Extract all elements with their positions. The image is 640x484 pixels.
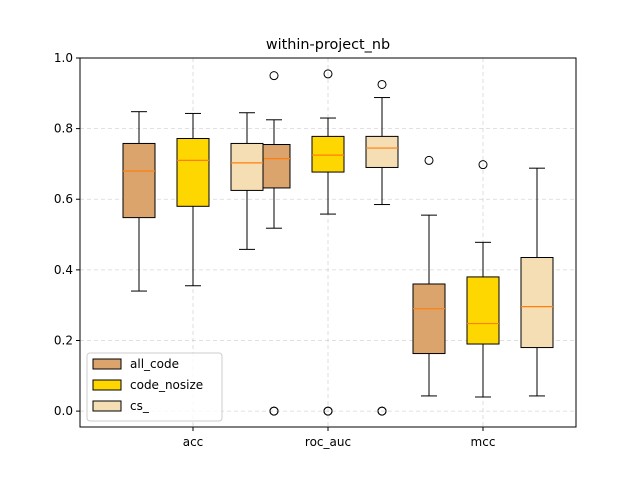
y-tick-label: 0.6 — [54, 192, 73, 206]
axes: 0.0 0.2 0.4 0.6 0.8 1.0 acc roc_auc mcc — [54, 51, 496, 449]
outlier-point — [478, 160, 488, 170]
box-code_nosize-roc_auc — [311, 69, 345, 416]
y-tick-label: 0.2 — [54, 333, 73, 347]
legend-label-all_code: all_code — [130, 357, 179, 371]
box-body — [412, 283, 446, 355]
box-cs_-roc_auc — [365, 79, 399, 416]
x-tick-label: acc — [183, 435, 204, 449]
box-all_code-acc — [122, 111, 156, 292]
box-body — [230, 142, 264, 191]
box-code_nosize-acc — [176, 112, 210, 287]
x-tick-label: mcc — [471, 435, 496, 449]
outlier-point — [323, 69, 333, 79]
legend-label-cs_: cs_ — [130, 399, 150, 413]
legend-swatch-all_code — [92, 358, 122, 370]
box-body — [365, 135, 399, 168]
box-code_nosize-mcc — [466, 160, 500, 398]
box-body — [122, 142, 156, 219]
box-body — [176, 138, 210, 207]
chart-title: within-project_nb — [266, 37, 390, 53]
outlier-point — [269, 406, 279, 416]
legend: all_code code_nosize cs_ — [86, 352, 223, 422]
box-series — [122, 69, 554, 416]
legend-swatch-code_nosize — [92, 379, 122, 391]
outlier-point — [424, 155, 434, 165]
box-body — [311, 135, 345, 173]
box-body — [466, 276, 500, 345]
outlier-point — [323, 406, 333, 416]
outlier-point — [377, 79, 387, 89]
y-tick-label: 0.4 — [54, 263, 73, 277]
y-tick-label: 0.0 — [54, 404, 73, 418]
box-cs_-acc — [230, 112, 264, 250]
outlier-point — [269, 71, 279, 81]
box-cs_-mcc — [520, 167, 554, 397]
box-all_code-mcc — [412, 155, 446, 397]
box-body — [520, 257, 554, 349]
legend-swatch-cs_ — [92, 400, 122, 412]
y-tick-label: 0.8 — [54, 122, 73, 136]
y-tick-label: 1.0 — [54, 51, 73, 65]
x-tick-label: roc_auc — [305, 435, 351, 449]
outlier-point — [377, 406, 387, 416]
legend-label-code_nosize: code_nosize — [130, 378, 203, 392]
